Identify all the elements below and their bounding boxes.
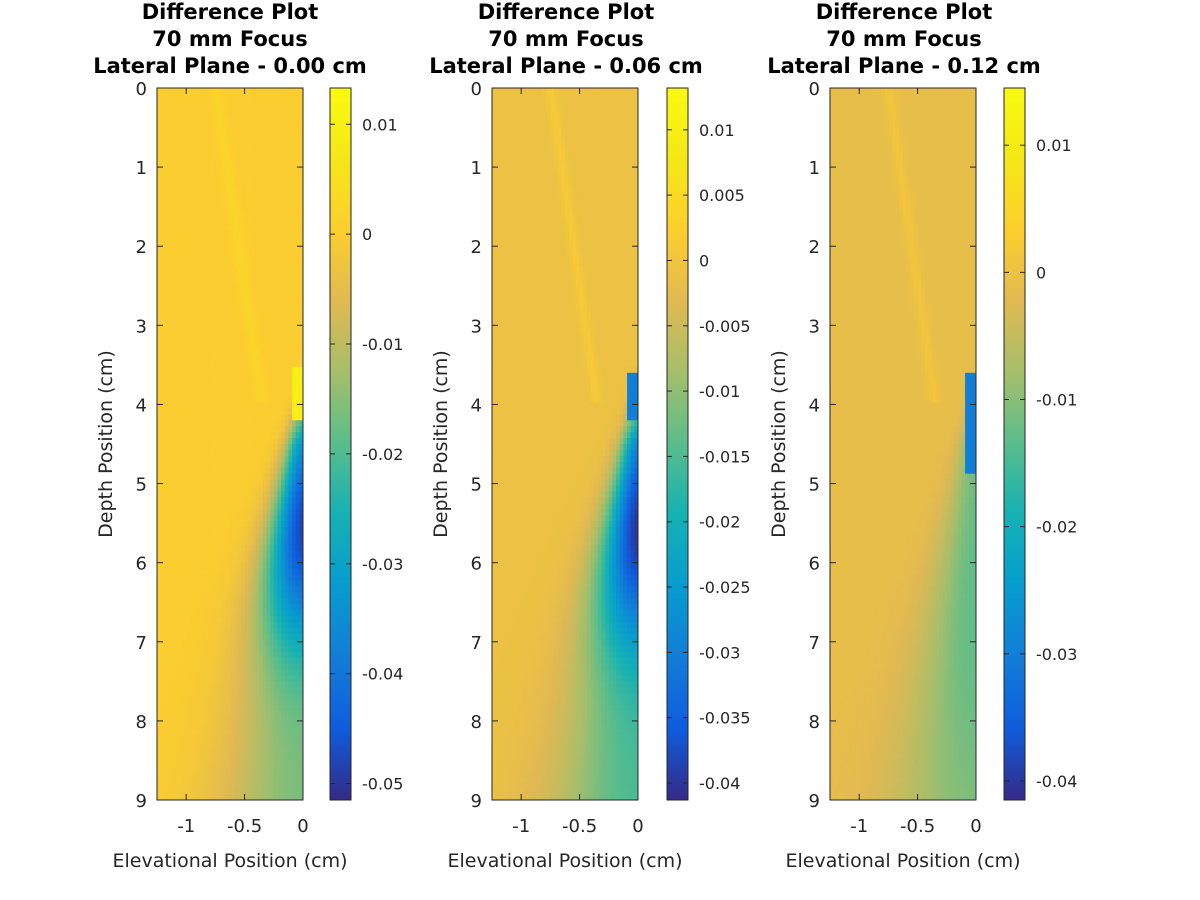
colorbar-tick-label: 0 xyxy=(1036,263,1046,282)
y-tick-label: 7 xyxy=(809,633,820,654)
chart-title-line-3: Lateral Plane - 0.00 cm xyxy=(93,54,367,78)
y-tick-label: 5 xyxy=(809,475,820,496)
colorbar-tick-label: -0.03 xyxy=(1036,645,1077,664)
colorbar-tick-label: -0.025 xyxy=(699,578,751,597)
colorbar-tick-label: -0.02 xyxy=(362,445,403,464)
y-tick-label: 3 xyxy=(136,316,147,337)
axes-box xyxy=(829,87,977,801)
y-tick-label: 9 xyxy=(136,791,147,812)
y-tick-label: 5 xyxy=(136,475,147,496)
y-tick-label: 3 xyxy=(471,316,482,337)
x-axis-label: Elevational Position (cm) xyxy=(447,850,682,872)
colorbar-tick-label: -0.05 xyxy=(362,775,403,794)
chart-title-line-3: Lateral Plane - 0.12 cm xyxy=(767,54,1041,78)
colorbar xyxy=(1003,87,1026,801)
colorbar-tick-label: 0.005 xyxy=(699,186,745,205)
y-tick-label: 9 xyxy=(471,791,482,812)
y-tick-label: 1 xyxy=(809,158,820,179)
x-axis-label: Elevational Position (cm) xyxy=(112,850,347,872)
colorbar xyxy=(666,87,689,801)
axes-box xyxy=(491,87,639,801)
x-tick-label: -0.5 xyxy=(900,816,935,837)
x-tick-label: -0.5 xyxy=(227,816,262,837)
heatmap-image xyxy=(157,88,303,800)
x-tick-label: 0 xyxy=(970,816,981,837)
colorbar-tick-label: -0.01 xyxy=(1036,391,1077,410)
colorbar-tick-label: -0.02 xyxy=(1036,518,1077,537)
chart-title: Difference Plot 70 mm Focus Lateral Plane … xyxy=(93,0,367,78)
y-tick-label: 4 xyxy=(471,395,482,416)
x-tick-label: -1 xyxy=(177,816,195,837)
colorbar-tick-label: 0 xyxy=(699,251,709,270)
x-tick-label: 0 xyxy=(632,816,643,837)
colorbar-tick-label: -0.015 xyxy=(699,447,751,466)
y-tick-label: 2 xyxy=(809,237,820,258)
y-tick-label: 4 xyxy=(809,395,820,416)
colorbar-tick-label: 0.01 xyxy=(699,121,735,140)
panel-1: Difference Plot 70 mm Focus Lateral Plane … xyxy=(93,0,403,872)
panel-3: Difference Plot 70 mm Focus Lateral Plane … xyxy=(767,0,1077,872)
y-tick-label: 5 xyxy=(471,475,482,496)
colorbar-tick-label: -0.04 xyxy=(362,665,403,684)
y-tick-label: 8 xyxy=(471,712,482,733)
y-tick-label: 4 xyxy=(136,395,147,416)
colorbar xyxy=(329,87,352,801)
x-tick-label: 0 xyxy=(297,816,308,837)
chart-title-line-2: 70 mm Focus xyxy=(152,27,307,51)
chart-title-line-1: Difference Plot xyxy=(478,0,655,24)
y-tick-label: 0 xyxy=(136,79,147,100)
axes-box xyxy=(156,87,304,801)
chart-title-line-3: Lateral Plane - 0.06 cm xyxy=(429,54,703,78)
y-axis-label: Depth Position (cm) xyxy=(430,350,452,538)
colorbar-tick-label: -0.01 xyxy=(699,382,740,401)
y-tick-label: 8 xyxy=(809,712,820,733)
chart-title-line-2: 70 mm Focus xyxy=(488,27,643,51)
y-tick-label: 6 xyxy=(136,554,147,575)
y-tick-label: 0 xyxy=(471,79,482,100)
chart-title-line-2: 70 mm Focus xyxy=(826,27,981,51)
y-axis-label: Depth Position (cm) xyxy=(768,350,790,538)
heatmap-image xyxy=(492,88,638,800)
colorbar-tick-label: -0.04 xyxy=(699,774,740,793)
colorbar-tick-label: 0 xyxy=(362,225,372,244)
colorbar-tick-label: -0.035 xyxy=(699,709,751,728)
y-tick-label: 2 xyxy=(136,237,147,258)
y-tick-label: 7 xyxy=(136,633,147,654)
y-tick-label: 9 xyxy=(809,791,820,812)
colorbar-tick-label: -0.04 xyxy=(1036,772,1077,791)
y-tick-label: 1 xyxy=(136,158,147,179)
chart-title-line-1: Difference Plot xyxy=(142,0,319,24)
colorbar-tick-label: -0.005 xyxy=(699,317,751,336)
y-tick-label: 8 xyxy=(136,712,147,733)
colorbar-tick-label: 0.01 xyxy=(1036,136,1072,155)
x-axis-label: Elevational Position (cm) xyxy=(785,850,1020,872)
x-tick-label: -0.5 xyxy=(562,816,597,837)
y-tick-label: 3 xyxy=(809,316,820,337)
y-axis-label: Depth Position (cm) xyxy=(95,350,117,538)
y-tick-label: 6 xyxy=(471,554,482,575)
x-tick-label: -1 xyxy=(850,816,868,837)
y-tick-label: 0 xyxy=(809,79,820,100)
chart-title: Difference Plot 70 mm Focus Lateral Plane … xyxy=(767,0,1041,78)
y-tick-label: 7 xyxy=(471,633,482,654)
colorbar-tick-label: 0.01 xyxy=(362,115,398,134)
colorbar-tick-label: -0.02 xyxy=(699,513,740,532)
colorbar-tick-label: -0.01 xyxy=(362,335,403,354)
y-tick-label: 6 xyxy=(809,554,820,575)
chart-title: Difference Plot 70 mm Focus Lateral Plane … xyxy=(429,0,703,78)
colorbar-tick-label: -0.03 xyxy=(699,643,740,662)
chart-title-line-1: Difference Plot xyxy=(816,0,993,24)
y-tick-label: 1 xyxy=(471,158,482,179)
x-tick-label: -1 xyxy=(512,816,530,837)
y-tick-label: 2 xyxy=(471,237,482,258)
heatmap-image xyxy=(830,88,976,800)
colorbar-tick-label: -0.03 xyxy=(362,555,403,574)
panel-2: Difference Plot 70 mm Focus Lateral Plane … xyxy=(429,0,750,872)
